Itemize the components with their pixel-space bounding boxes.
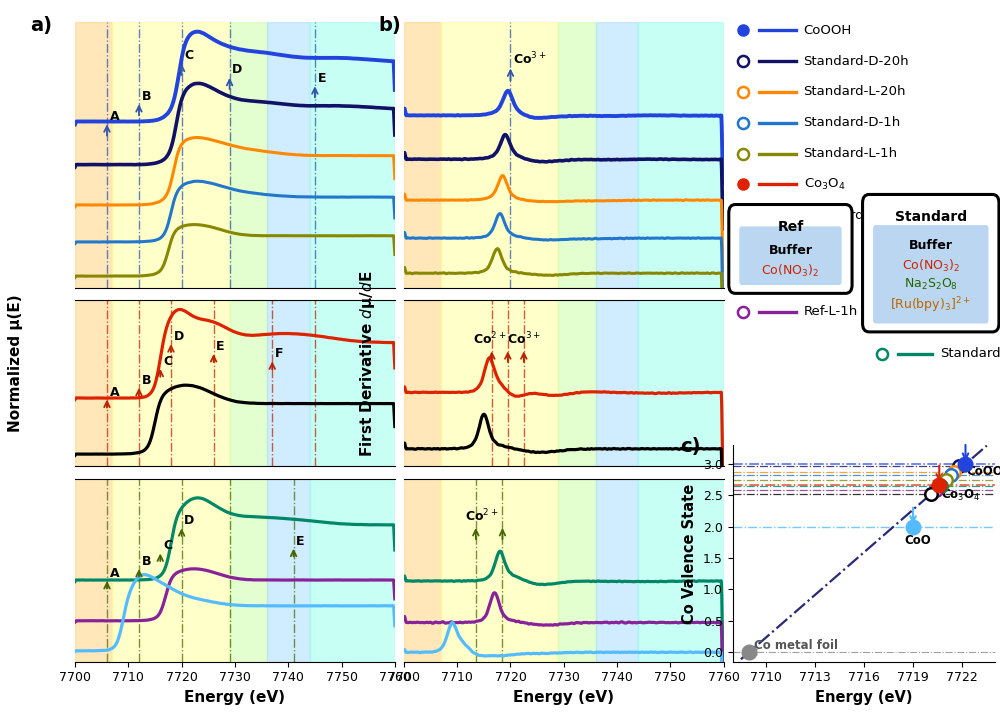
Bar (267, 300, 310, 467)
Bar (230, 22, 267, 288)
Text: E: E (296, 534, 305, 547)
Bar (441, 22, 558, 288)
Text: Ref: Ref (777, 220, 804, 234)
Text: CoOOH: CoOOH (967, 465, 1000, 478)
Text: Standard-D-20h: Standard-D-20h (804, 55, 909, 68)
Text: Co$_3$O$_4$: Co$_3$O$_4$ (804, 177, 845, 192)
Bar (596, 478, 638, 662)
Bar (441, 478, 558, 662)
FancyBboxPatch shape (729, 204, 852, 294)
Bar (267, 478, 310, 662)
Text: b): b) (378, 17, 401, 36)
Bar (441, 300, 558, 467)
Bar (558, 300, 596, 467)
Text: C: C (163, 539, 172, 553)
Text: First Derivative $d$μ/$d$E: First Derivative $d$μ/$d$E (358, 270, 377, 457)
Text: Buffer: Buffer (768, 244, 812, 257)
Bar (75, 22, 112, 288)
Bar (75, 300, 112, 467)
Bar (112, 300, 230, 467)
Text: Standard-D-1min: Standard-D-1min (940, 348, 1000, 360)
FancyBboxPatch shape (873, 225, 988, 324)
Bar (310, 478, 395, 662)
Text: Co$^{2+}$Co$^{3+}$: Co$^{2+}$Co$^{3+}$ (473, 331, 541, 347)
Text: Co(NO$_3$)$_2$: Co(NO$_3$)$_2$ (761, 262, 819, 278)
FancyBboxPatch shape (863, 194, 999, 332)
FancyBboxPatch shape (739, 226, 842, 285)
Text: Co(NO$_3$)$_2$: Co(NO$_3$)$_2$ (902, 257, 960, 273)
Text: B: B (142, 374, 151, 387)
Text: CoO: CoO (905, 534, 932, 547)
Text: Co$^{3+}$: Co$^{3+}$ (513, 50, 547, 67)
Bar (596, 22, 638, 288)
Text: B: B (142, 89, 151, 103)
Bar (558, 478, 596, 662)
Text: Co$_3$O$_4$: Co$_3$O$_4$ (941, 488, 980, 502)
Text: A: A (110, 110, 119, 123)
Text: E: E (216, 340, 225, 353)
X-axis label: Energy (eV): Energy (eV) (184, 690, 285, 705)
Bar (112, 22, 230, 288)
Y-axis label: Co Valence State: Co Valence State (682, 483, 697, 624)
Text: C: C (163, 355, 172, 368)
Bar (596, 300, 638, 467)
Text: Buffer: Buffer (909, 238, 953, 252)
Text: A: A (110, 385, 119, 398)
Text: Standard-L-1min: Standard-L-1min (804, 209, 914, 222)
Text: Co metal foil: Co metal foil (754, 639, 838, 652)
Text: Na$_2$S$_2$O$_8$: Na$_2$S$_2$O$_8$ (904, 278, 958, 292)
Text: D: D (184, 514, 195, 527)
Text: CoOOH: CoOOH (804, 24, 852, 36)
Text: Standard-L-20h: Standard-L-20h (804, 85, 906, 98)
Text: Co$^{2+}$: Co$^{2+}$ (465, 507, 499, 524)
Text: B: B (142, 555, 151, 568)
Bar (638, 478, 724, 662)
Text: D: D (232, 63, 243, 76)
Bar (112, 478, 230, 662)
Bar (638, 22, 724, 288)
Text: E: E (318, 72, 326, 85)
Bar (638, 300, 724, 467)
Bar (310, 22, 395, 288)
Bar (230, 300, 267, 467)
Text: a): a) (30, 17, 52, 36)
Text: F: F (275, 348, 283, 361)
X-axis label: Energy (eV): Energy (eV) (815, 690, 913, 705)
Bar (404, 22, 441, 288)
Text: C: C (184, 49, 193, 63)
Bar (75, 478, 112, 662)
Bar (267, 22, 310, 288)
Text: [Ru(bpy)$_3$]$^{2+}$: [Ru(bpy)$_3$]$^{2+}$ (890, 296, 971, 316)
Text: Standard-L-1h: Standard-L-1h (804, 147, 898, 160)
Bar (404, 300, 441, 467)
Text: D: D (174, 330, 184, 343)
Text: Normalized μ(E): Normalized μ(E) (8, 294, 23, 433)
Text: Standard: Standard (895, 210, 967, 224)
X-axis label: Energy (eV): Energy (eV) (513, 690, 614, 705)
Bar (310, 300, 395, 467)
Text: c): c) (680, 437, 701, 456)
Text: CoO: CoO (804, 240, 831, 252)
Bar (230, 478, 267, 662)
Bar (404, 478, 441, 662)
Text: Standard-D-1h: Standard-D-1h (804, 116, 901, 129)
Text: A: A (110, 567, 119, 580)
Bar (558, 22, 596, 288)
Text: Ref-L-1h: Ref-L-1h (804, 305, 858, 318)
